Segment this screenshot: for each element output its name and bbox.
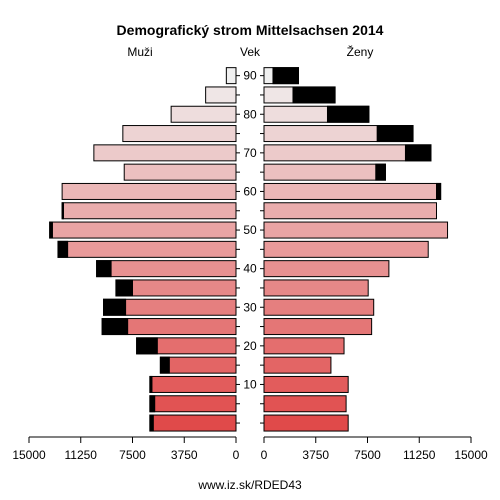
female-bar-10-14 xyxy=(263,375,349,393)
male-bar-45-49 xyxy=(57,240,237,258)
female-excess-bar-60-64 xyxy=(436,182,442,200)
female-bar-5-9 xyxy=(263,395,347,413)
female-bar-50-54 xyxy=(263,221,449,239)
age-tick-label: 20 xyxy=(243,339,257,353)
age-tick-label: 70 xyxy=(243,146,257,160)
male-bar-0-4 xyxy=(149,414,237,432)
male-excess-bar-55-59 xyxy=(61,202,64,220)
age-tick-label: 40 xyxy=(243,262,257,276)
male-excess-bar-5-9 xyxy=(149,395,156,413)
footer-source: www.iz.sk/RDED43 xyxy=(197,478,302,492)
female-excess-bar-80-84 xyxy=(326,105,370,123)
age-tick-label: 80 xyxy=(243,107,257,121)
female-x-axis: 0 3750 7500 11250 15000 xyxy=(261,436,488,462)
female-bar-55-59 xyxy=(263,202,437,220)
male-x-axis: 15000 11250 7500 3750 0 xyxy=(12,436,240,462)
female-bar-15-19 xyxy=(263,356,332,374)
male-bar-85-89 xyxy=(205,86,237,104)
male-bar-80-84 xyxy=(170,105,237,123)
male-bar-60-64 xyxy=(61,182,237,200)
female-bar-40-44 xyxy=(263,260,390,278)
male-bar-55-59 xyxy=(61,202,237,220)
age-tick-label: 60 xyxy=(243,184,257,198)
female-bar-65-69 xyxy=(263,163,386,181)
male-excess-bar-40-44 xyxy=(96,260,112,278)
female-excess-bar-90+ xyxy=(272,67,300,85)
female-bar-60-64 xyxy=(263,182,442,200)
male-excess-bar-25-29 xyxy=(101,318,129,336)
male-label: Muži xyxy=(127,45,152,59)
female-excess-bar-85-89 xyxy=(292,86,336,104)
left-x-tick-label: 15000 xyxy=(12,448,46,462)
female-bar-30-34 xyxy=(263,298,375,316)
male-bars xyxy=(49,67,237,432)
male-excess-bar-0-4 xyxy=(149,414,154,432)
male-bar-10-14 xyxy=(149,375,237,393)
age-label: Vek xyxy=(240,45,261,59)
female-excess-bar-65-69 xyxy=(375,163,386,181)
age-axis: 10 20 30 40 50 60 70 80 90 xyxy=(236,69,264,424)
male-bar-50-54 xyxy=(49,221,237,239)
male-bar-75-79 xyxy=(122,125,237,143)
male-excess-bar-20-24 xyxy=(136,337,158,355)
male-bar-35-39 xyxy=(115,279,237,297)
chart-title: Demografický strom Mittelsachsen 2014 xyxy=(117,22,384,38)
male-excess-bar-50-54 xyxy=(49,221,53,239)
female-bar-45-49 xyxy=(263,240,429,258)
female-bar-0-4 xyxy=(263,414,349,432)
left-x-tick-label: 0 xyxy=(233,448,240,462)
female-bar-25-29 xyxy=(263,318,373,336)
right-x-tick-label: 11250 xyxy=(403,448,436,462)
male-bar-40-44 xyxy=(96,260,237,278)
male-bar-65-69 xyxy=(123,163,237,181)
left-x-tick-label: 3750 xyxy=(171,448,198,462)
female-excess-bar-70-74 xyxy=(404,144,432,162)
male-excess-bar-45-49 xyxy=(57,240,69,258)
female-label: Ženy xyxy=(347,44,374,59)
right-x-tick-label: 15000 xyxy=(454,448,488,462)
male-bar-15-19 xyxy=(159,356,237,374)
female-excess-bar-75-79 xyxy=(376,125,414,143)
male-bar-90+ xyxy=(225,67,237,85)
age-tick-label: 90 xyxy=(243,69,257,83)
male-excess-bar-35-39 xyxy=(115,279,134,297)
female-bar-20-24 xyxy=(263,337,345,355)
male-excess-bar-10-14 xyxy=(149,375,153,393)
male-bar-5-9 xyxy=(149,395,237,413)
right-x-tick-label: 3750 xyxy=(302,448,329,462)
age-tick-label: 30 xyxy=(243,300,257,314)
left-x-tick-label: 11250 xyxy=(65,448,98,462)
male-excess-bar-30-34 xyxy=(103,298,127,316)
age-tick-label: 50 xyxy=(243,223,257,237)
left-x-tick-label: 7500 xyxy=(119,448,146,462)
right-x-tick-label: 7500 xyxy=(354,448,381,462)
male-bar-70-74 xyxy=(93,144,237,162)
right-x-tick-label: 0 xyxy=(261,448,268,462)
age-tick-label: 10 xyxy=(243,377,257,391)
male-excess-bar-15-19 xyxy=(159,356,170,374)
female-bar-35-39 xyxy=(263,279,369,297)
female-bars xyxy=(263,67,449,432)
